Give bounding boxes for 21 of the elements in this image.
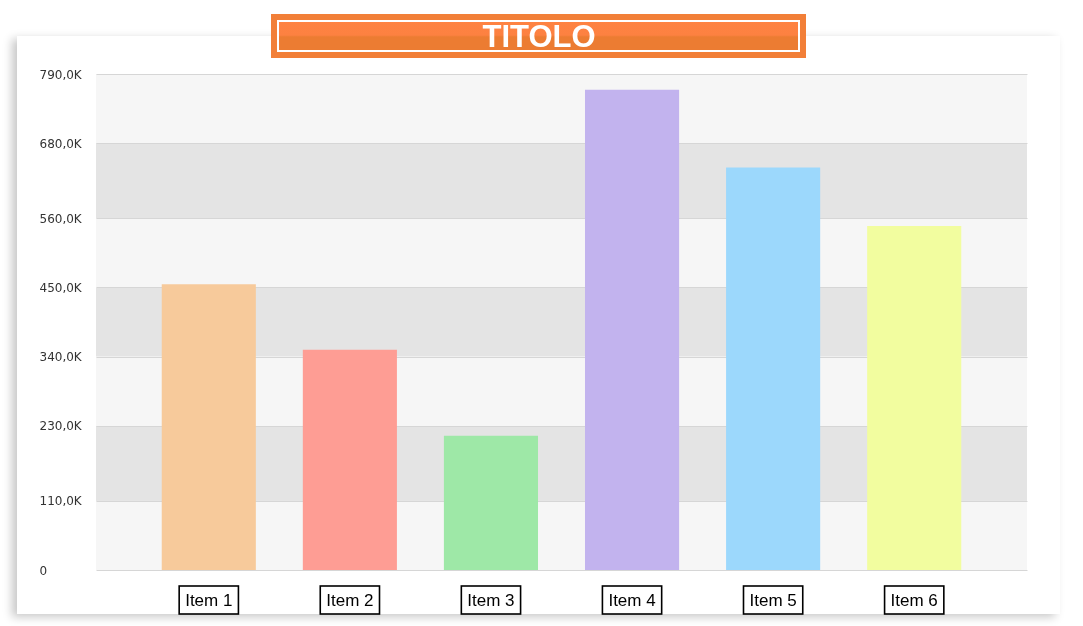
x-tick-label: Item 2 <box>326 590 374 610</box>
bar <box>302 349 397 570</box>
x-tick-label: Item 4 <box>608 590 656 610</box>
y-tick-label: 110,0K <box>39 494 83 509</box>
y-tick-label: 0 <box>39 563 48 578</box>
y-tick-label: 450,0K <box>39 280 83 295</box>
y-tick-label: 680,0K <box>39 136 83 151</box>
x-tick-label: Item 1 <box>185 590 233 610</box>
x-tick-label: Item 3 <box>467 590 515 610</box>
bar <box>867 225 962 570</box>
bar <box>584 89 680 570</box>
y-tick-label: 790,0K <box>39 67 83 82</box>
y-tick-label: 340,0K <box>39 350 83 365</box>
x-tick-label: Item 6 <box>890 590 938 610</box>
y-tick-label: 230,0K <box>39 419 83 434</box>
bar <box>726 167 821 570</box>
y-tick-label: 560,0K <box>39 211 83 226</box>
x-tick-label: Item 5 <box>749 590 797 610</box>
bar <box>161 284 256 570</box>
bar <box>443 435 539 570</box>
chart-title: TITOLO <box>482 19 596 55</box>
